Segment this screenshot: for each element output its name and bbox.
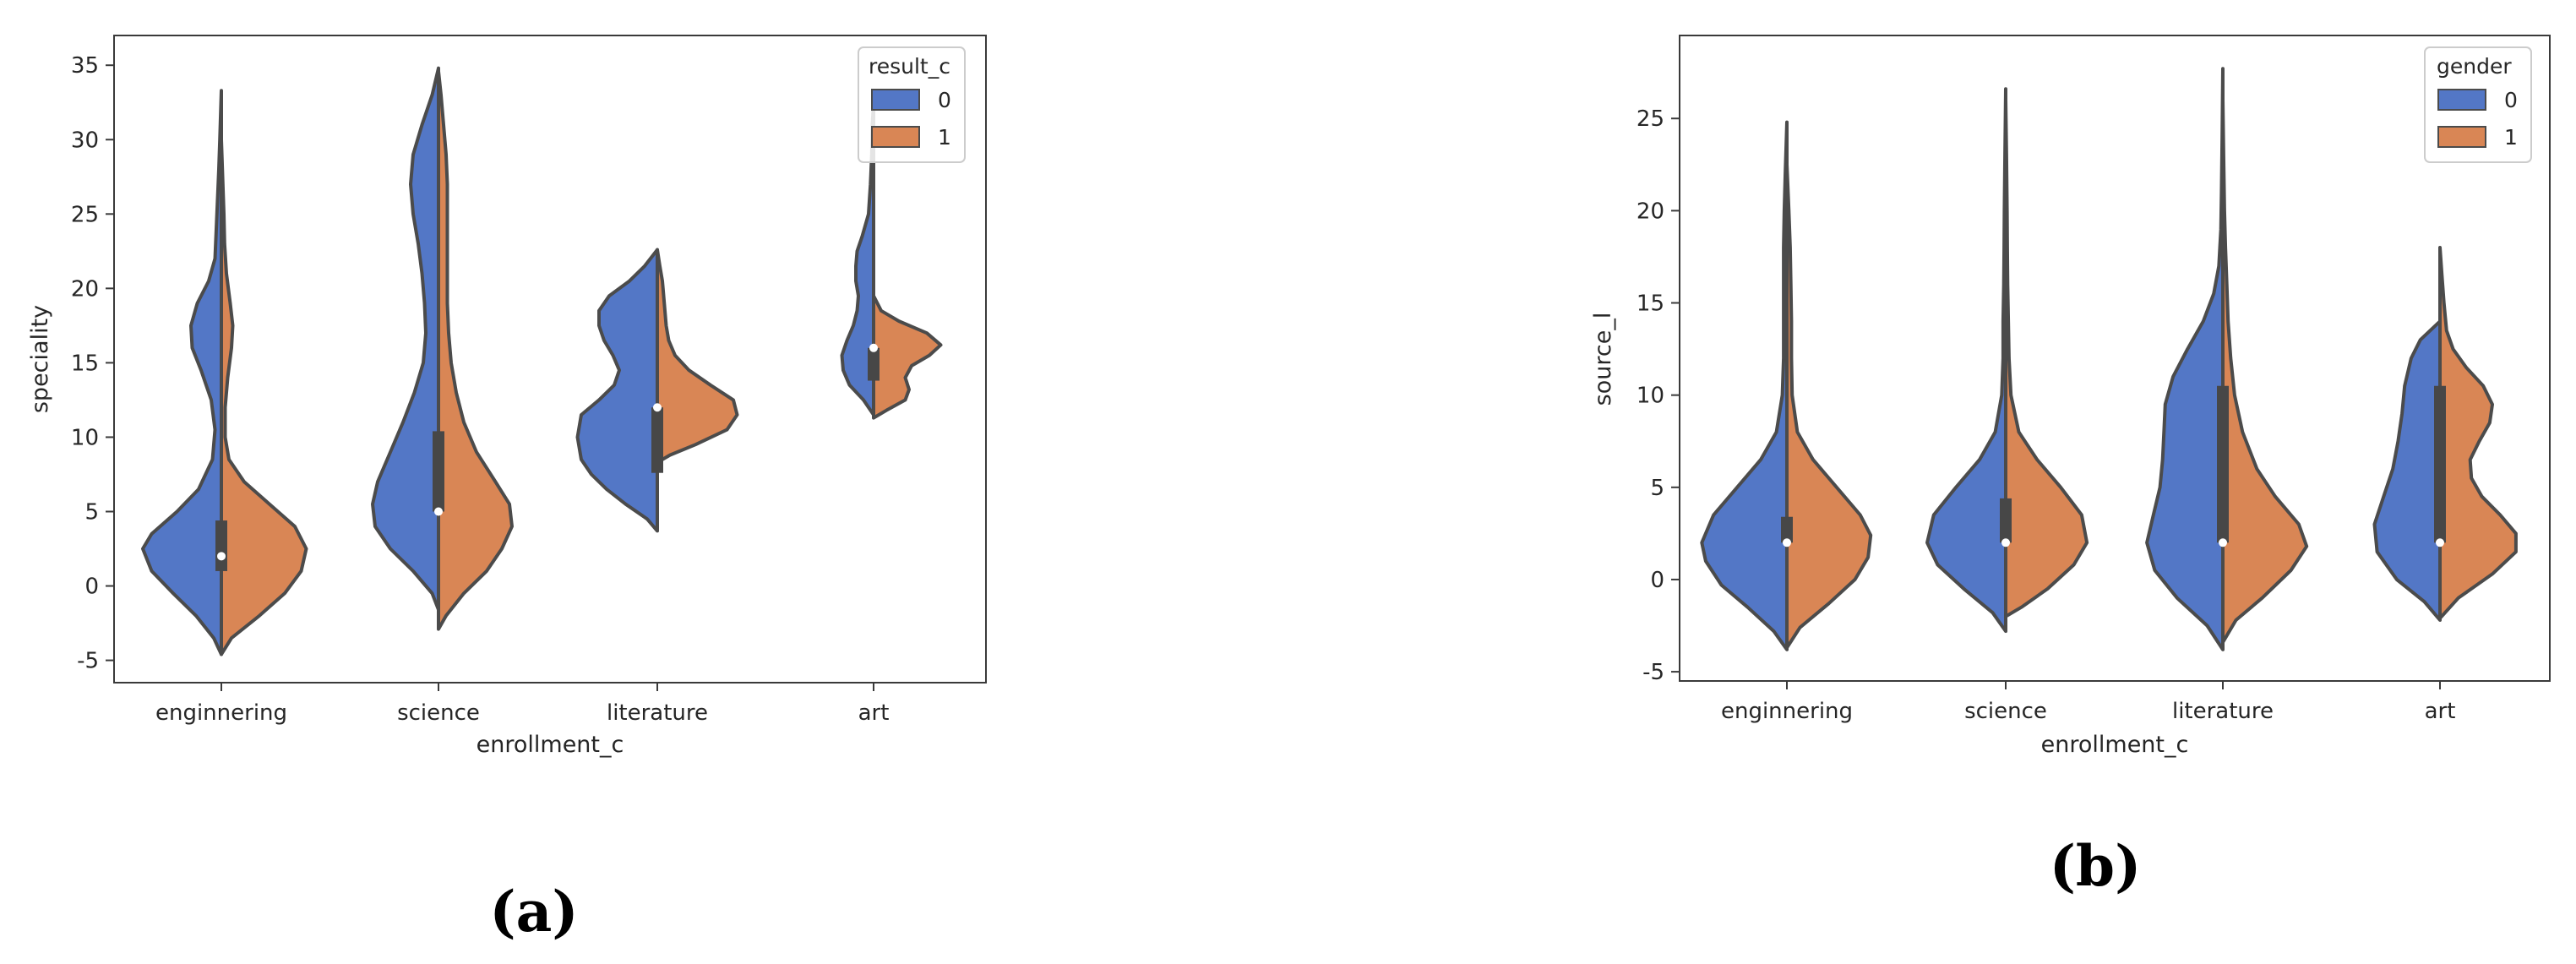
y-tick-label: -5 (77, 649, 99, 674)
iqr-box-literature (651, 407, 663, 473)
plot-area-frame (113, 35, 987, 684)
y-tick-label: 25 (1637, 106, 1664, 132)
violin-enginnering-series-1 (1785, 162, 1873, 650)
panel-label-a: (a) (489, 879, 578, 945)
violin-literature-series-0 (575, 248, 659, 533)
y-tick-label: 5 (1650, 476, 1664, 501)
median-marker-science (434, 507, 443, 516)
violin-enginnering-series-0 (141, 89, 223, 656)
legend-swatch-1 (871, 126, 920, 148)
legend: gender 0 1 (2424, 46, 2532, 163)
iqr-box-art (868, 347, 880, 381)
x-axis: enginnering science literature art (155, 683, 889, 726)
x-tick-label: enginnering (1721, 699, 1853, 724)
y-tick-label: -5 (1642, 660, 1664, 685)
y-tick-label: 0 (1650, 568, 1664, 593)
legend-entry-0: 0 (938, 88, 951, 112)
median-marker-literature (2219, 538, 2227, 547)
violin-literature-series-0 (2145, 67, 2225, 651)
legend-title: gender (2437, 54, 2512, 79)
x-tick-label: literature (2172, 699, 2274, 724)
y-tick-label: 20 (1637, 199, 1664, 224)
violins-layer (141, 66, 943, 656)
y-tick-label: 5 (84, 499, 99, 525)
iqr-box-literature (2217, 385, 2229, 543)
y-tick-label: 15 (71, 351, 99, 376)
box-layer (1781, 385, 2446, 547)
panel-label-b: (b) (2050, 833, 2142, 899)
violin-enginnering-series-1 (220, 138, 308, 656)
x-tick-label: science (1964, 699, 2047, 724)
violins-layer (1700, 67, 2518, 651)
x-tick-label: art (858, 700, 890, 726)
legend-entry-1: 1 (938, 125, 951, 150)
violin-literature-series-1 (656, 248, 739, 465)
legend-entry-1: 1 (2504, 125, 2518, 150)
violin-art-series-1 (2438, 246, 2518, 620)
legend: result_c 0 1 (858, 46, 966, 163)
violin-science-series-0 (1925, 87, 2007, 634)
median-marker-science (2001, 538, 2010, 547)
y-tick-label: 30 (71, 128, 99, 153)
iqr-box-science (2000, 498, 2012, 543)
y-axis-label: source_l (1590, 313, 1616, 406)
y-axis: -5 0 5 10 15 20 25 (1637, 106, 1680, 685)
plot-area-frame (1679, 35, 2551, 682)
iqr-box-art (2434, 385, 2446, 543)
legend-entry-0: 0 (2504, 88, 2518, 112)
x-tick-label: enginnering (155, 700, 287, 726)
violin-science-series-1 (2004, 98, 2089, 618)
median-marker-literature (653, 403, 662, 412)
y-tick-label: 0 (84, 575, 99, 600)
median-marker-enginnering (1783, 538, 1791, 547)
y-tick-label: 15 (1637, 291, 1664, 317)
y-axis: -5 0 5 10 15 20 25 30 35 (71, 53, 114, 674)
violin-science-series-1 (437, 69, 514, 631)
x-tick-label: science (397, 700, 480, 726)
box-layer (215, 343, 880, 571)
violin-science-series-0 (371, 66, 440, 612)
y-tick-label: 10 (1637, 384, 1664, 409)
median-marker-art (869, 343, 878, 352)
y-tick-label: 10 (71, 425, 99, 450)
y-tick-label: 25 (71, 202, 99, 227)
violin-art-series-1 (872, 294, 943, 420)
iqr-box-enginnering (1781, 516, 1793, 543)
violin-enginnering-series-0 (1700, 120, 1789, 651)
y-axis-label: speciality (27, 305, 53, 413)
legend-title: result_c (869, 54, 950, 79)
iqr-box-enginnering (215, 520, 227, 571)
y-tick-label: 20 (71, 276, 99, 302)
legend-swatch-0 (2437, 89, 2486, 111)
violin-literature-series-1 (2221, 98, 2309, 645)
iqr-box-science (433, 431, 444, 512)
median-marker-enginnering (217, 552, 226, 561)
x-tick-label: literature (607, 700, 708, 726)
x-axis-label: enrollment_c (477, 732, 624, 758)
x-tick-label: art (2425, 699, 2456, 724)
x-axis-label: enrollment_c (2041, 732, 2189, 758)
median-marker-art (2436, 538, 2444, 547)
legend-swatch-1 (2437, 126, 2486, 148)
legend-swatch-0 (871, 89, 920, 111)
violin-art-series-0 (2372, 319, 2442, 622)
x-axis: enginnering science literature art (1721, 681, 2455, 724)
y-tick-label: 35 (71, 53, 99, 79)
